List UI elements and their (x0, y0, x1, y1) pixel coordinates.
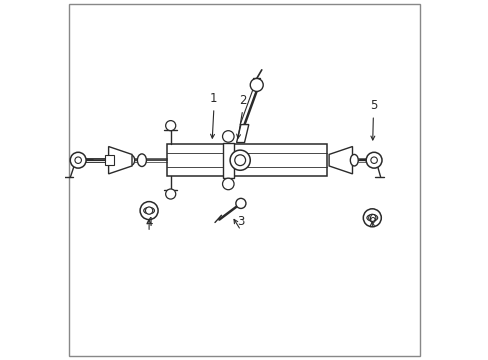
Polygon shape (328, 147, 352, 174)
Text: 4: 4 (145, 216, 153, 229)
Ellipse shape (143, 207, 154, 214)
Circle shape (222, 178, 234, 190)
Circle shape (165, 121, 175, 131)
Circle shape (70, 152, 86, 168)
Ellipse shape (140, 202, 158, 220)
Ellipse shape (363, 209, 381, 227)
Text: 3: 3 (237, 215, 244, 228)
Text: 1: 1 (210, 92, 217, 105)
Ellipse shape (137, 154, 146, 166)
Circle shape (250, 78, 263, 91)
Polygon shape (236, 125, 248, 143)
Bar (222, 143, 234, 178)
Ellipse shape (349, 154, 358, 166)
Circle shape (230, 150, 250, 170)
Circle shape (165, 189, 175, 199)
Bar (167, 144, 326, 176)
Circle shape (222, 131, 234, 142)
Text: 5: 5 (369, 99, 376, 112)
Polygon shape (108, 147, 132, 174)
Ellipse shape (127, 155, 134, 165)
Circle shape (75, 157, 81, 163)
Circle shape (368, 214, 375, 221)
Text: 6: 6 (368, 213, 375, 226)
Circle shape (366, 152, 381, 168)
Circle shape (145, 207, 152, 214)
Ellipse shape (366, 215, 377, 221)
Bar (105, 155, 114, 165)
Circle shape (235, 198, 245, 208)
Circle shape (234, 155, 245, 166)
Text: 2: 2 (239, 94, 246, 107)
Circle shape (370, 157, 377, 163)
